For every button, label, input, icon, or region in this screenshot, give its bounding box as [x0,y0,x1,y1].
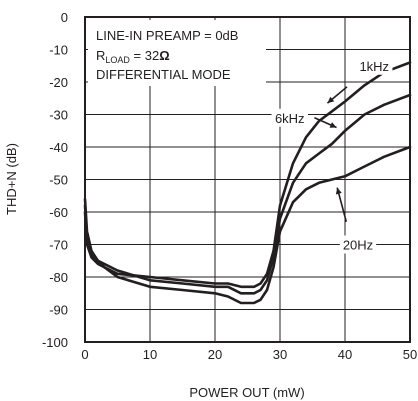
y-tick-label: -20 [49,75,68,90]
x-tick-label: 50 [403,347,417,362]
series-line-6khz [83,93,412,295]
annotation-line-2-rest: = 32 [130,48,159,63]
series-label: 6kHz [275,111,305,126]
series-label-bg [339,235,377,254]
series-layer [83,61,412,305]
annotation-box [88,20,266,86]
x-tick-label: 30 [273,347,287,362]
x-tick-label: 20 [208,347,222,362]
y-tick-label: -90 [49,303,68,318]
series-label: 1kHz [359,59,389,74]
x-tick-label: 40 [338,347,352,362]
annotation-line-3: DIFFERENTIAL MODE [96,67,231,82]
y-tick-label: -70 [49,238,68,253]
annotation-line-2-sub: LOAD [105,55,130,65]
x-tick-label: 0 [81,347,88,362]
y-tick-label: -10 [49,43,68,58]
y-tick-label: 0 [61,10,68,25]
series-label-layer: 1kHz 6kHz 20Hz [271,56,393,254]
series-label: 20Hz [343,238,373,253]
leader-arrowhead [327,96,335,104]
annotation-line-2: RLOAD = 32Ω [96,48,170,65]
annotation-line-1: LINE-IN PREAMP = 0dB [96,28,238,43]
tick-layer: 0 10 20 30 40 50 0 -10 -20 -30 -40 -50 -60 -70 -80 -90 -… [42,10,417,362]
y-tick-label: -50 [49,173,68,188]
annotation-line-2-omega: Ω [159,48,169,63]
y-tick-label: -40 [49,140,68,155]
y-tick-label: -60 [49,205,68,220]
leader-layer [314,86,348,222]
y-tick-label: -80 [49,270,68,285]
leader-arrowhead [335,187,342,195]
y-axis-title: THD+N (dB) [4,143,19,215]
y-tick-label: -100 [42,335,68,350]
plot-frame [84,16,411,343]
series-line-20hz [83,145,412,305]
y-tick-label: -30 [49,108,68,123]
series-label-bg [356,56,393,75]
series-label-bg [271,108,308,127]
leader-arrowhead [329,122,337,128]
x-tick-label: 10 [143,347,157,362]
annotation-line-2-main: R [96,48,105,63]
x-axis-title: POWER OUT (mW) [189,385,304,400]
